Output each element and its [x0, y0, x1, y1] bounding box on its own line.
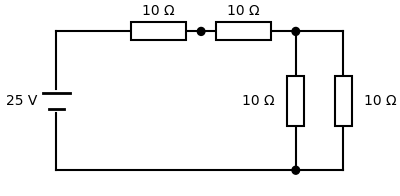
Bar	[131, 23, 186, 40]
Text: 25 V: 25 V	[6, 94, 37, 108]
Text: 10 Ω: 10 Ω	[242, 94, 275, 108]
Circle shape	[292, 166, 300, 174]
Text: 10 Ω: 10 Ω	[228, 4, 260, 18]
Bar	[216, 23, 271, 40]
Text: 10 Ω: 10 Ω	[142, 4, 175, 18]
Bar	[287, 76, 304, 126]
Circle shape	[292, 27, 300, 35]
Circle shape	[197, 27, 205, 35]
Bar	[335, 76, 352, 126]
Text: 10 Ω: 10 Ω	[364, 94, 396, 108]
